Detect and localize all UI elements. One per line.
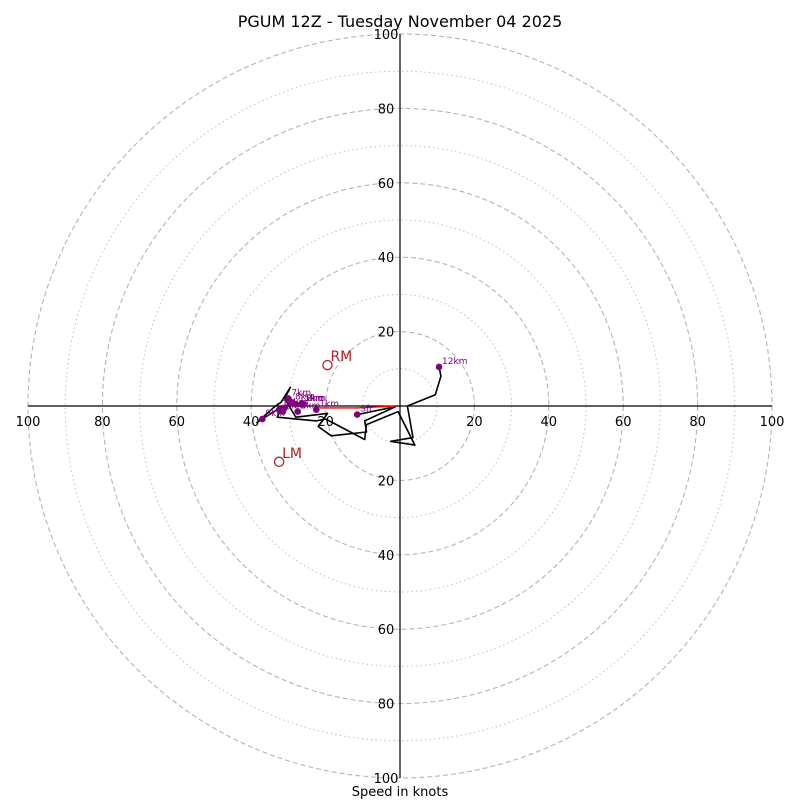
height-marker-label: 2km	[306, 394, 326, 404]
tick-label: 60	[169, 415, 186, 430]
bulk-shear-line	[320, 405, 397, 409]
tick-label: 60	[378, 177, 395, 192]
storm-motion-label: LM	[282, 446, 302, 462]
tick-label: 100	[374, 772, 399, 787]
height-marker-label: Sfc	[360, 405, 374, 415]
tick-label: 100	[760, 415, 785, 430]
height-marker-label: 8km	[295, 392, 315, 402]
storm-motion-markers: RM LM	[273, 349, 352, 468]
height-marker-point	[353, 411, 361, 418]
height-marker-label: 12km	[442, 357, 467, 367]
height-marker-label: 5km	[304, 394, 324, 404]
height-marker-point	[294, 408, 302, 415]
tick-label: 80	[94, 415, 111, 430]
height-marker-point	[313, 406, 320, 414]
tick-labels: 20 20 20 20 40 40 40 40 60 60 60 60 80 80 80 80 100 100 10…	[16, 28, 785, 787]
height-marker-label: 11km	[299, 394, 324, 404]
height-marker-label: 9km	[265, 409, 285, 419]
height-marker-label: 3km	[301, 402, 321, 412]
tick-label: 40	[378, 251, 395, 266]
tick-label: 100	[16, 415, 41, 430]
tick-label: 80	[378, 102, 395, 117]
shear-vector	[320, 405, 397, 409]
tick-label: 60	[378, 623, 395, 638]
storm-motion-point	[322, 359, 333, 371]
tick-label: 20	[378, 326, 395, 341]
height-marker-label: 7km	[291, 389, 311, 399]
tick-label: 100	[374, 28, 399, 43]
tick-label: 40	[378, 549, 395, 564]
tick-label: 40	[541, 415, 558, 430]
storm-motion-label: RM	[330, 349, 352, 365]
tick-label: 80	[378, 698, 395, 713]
height-markers: Sfc1km2km3km4km5km6km7km8km9km10km11km12…	[259, 357, 467, 423]
chart-title: PGUM 12Z - Tuesday November 04 2025	[238, 12, 563, 31]
tick-label: 20	[317, 415, 334, 430]
height-marker-point	[259, 415, 266, 423]
tick-label: 60	[615, 415, 632, 430]
height-marker-point	[292, 400, 300, 408]
height-marker-point	[298, 400, 305, 408]
hodograph-trace	[255, 366, 442, 446]
tick-label: 20	[466, 415, 483, 430]
storm-motion-point	[273, 456, 285, 468]
axes	[28, 34, 772, 778]
x-axis-label: Speed in knots	[352, 785, 449, 800]
tick-label: 80	[689, 415, 706, 430]
height-marker-point	[435, 363, 443, 371]
tick-label: 20	[378, 474, 395, 489]
height-marker-label: 1km	[319, 400, 339, 410]
height-marker-point	[275, 406, 283, 414]
wind-profile-line	[255, 366, 442, 446]
tick-label: 40	[243, 415, 260, 430]
